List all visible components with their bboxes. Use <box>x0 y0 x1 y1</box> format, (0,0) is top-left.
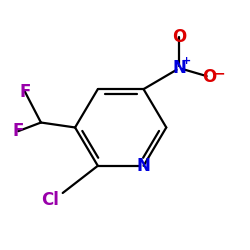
Text: F: F <box>19 82 30 100</box>
Text: N: N <box>172 59 186 77</box>
Text: O: O <box>202 68 216 86</box>
Text: −: − <box>213 66 225 80</box>
Text: F: F <box>12 122 24 140</box>
Text: O: O <box>172 28 186 46</box>
Text: N: N <box>136 157 150 175</box>
Text: +: + <box>182 56 191 66</box>
Text: Cl: Cl <box>41 192 58 210</box>
